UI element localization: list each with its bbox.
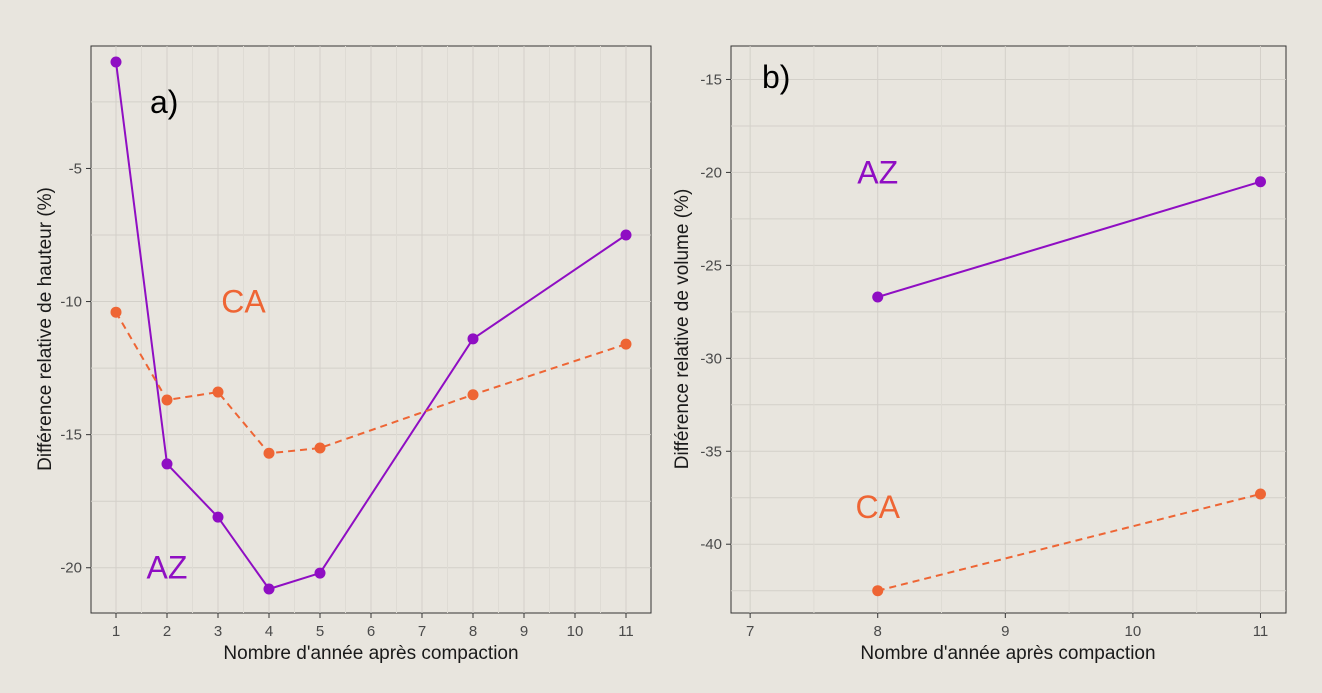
data-point-ca: [212, 386, 224, 398]
data-point-ca: [1254, 488, 1266, 500]
panel-a-x-axis-title: Nombre d'année après compaction: [223, 643, 518, 664]
data-point-ca: [872, 585, 884, 597]
data-point-az: [212, 511, 224, 523]
y-tick-label: -15: [700, 71, 722, 88]
panel-a-y-axis-title: Différence relative de hauteur (%): [35, 187, 56, 471]
x-tick-label: 1: [112, 623, 120, 640]
panel-b-volume: 7 8 9 10 11 -15 -20 -25 -30 -35 -40 AZ CA b) Nombr…: [672, 45, 1287, 664]
y-tick-label: -15: [60, 427, 82, 444]
x-tick-label: 9: [520, 623, 528, 640]
panel-a-height: 1 2 3 4 5 6 7 8 9 10 11 -5 -10 -15 -20 CA AZ a) Nombre…: [35, 45, 652, 664]
panel-a-points: [110, 56, 632, 595]
x-tick-label: 10: [1125, 623, 1142, 640]
series-line-az: [877, 180, 1261, 298]
y-tick-label: -35: [700, 443, 722, 460]
panel-a-x-ticks: 1 2 3 4 5 6 7 8 9 10 11: [112, 613, 634, 640]
annotation-ca: CA: [221, 284, 266, 320]
x-tick-label: 7: [746, 623, 754, 640]
data-point-az: [314, 567, 326, 579]
data-point-az: [263, 583, 275, 595]
series-line-ca: [877, 493, 1261, 592]
x-tick-label: 7: [418, 623, 426, 640]
x-tick-label: 6: [367, 623, 375, 640]
y-tick-label: -40: [700, 536, 722, 553]
x-tick-label: 11: [618, 623, 634, 640]
x-tick-label: 11: [1253, 623, 1269, 640]
x-tick-label: 9: [1001, 623, 1009, 640]
panel-a-label: a): [150, 84, 178, 120]
y-tick-label: -20: [700, 164, 722, 181]
panel-b-series: [877, 180, 1261, 592]
data-point-ca: [467, 389, 479, 401]
panel-a-annotations: CA AZ: [147, 284, 267, 586]
y-tick-label: -10: [60, 294, 82, 311]
x-tick-label: 3: [214, 623, 222, 640]
panel-b-y-ticks: -15 -20 -25 -30 -35 -40: [700, 71, 731, 553]
panel-a-grid: [91, 46, 651, 613]
x-tick-label: 10: [567, 623, 584, 640]
panel-b-annotations: AZ CA: [855, 154, 900, 525]
data-point-ca: [314, 442, 326, 454]
data-point-az: [1254, 176, 1266, 188]
y-tick-label: -20: [60, 560, 82, 577]
y-tick-label: -25: [700, 257, 722, 274]
panel-b-frame: [730, 45, 1287, 614]
data-point-az: [872, 291, 884, 303]
annotation-az: AZ: [857, 154, 898, 190]
x-tick-label: 8: [469, 623, 477, 640]
annotation-az: AZ: [147, 550, 188, 586]
x-tick-label: 5: [316, 623, 324, 640]
x-tick-label: 2: [163, 623, 171, 640]
panel-b-x-axis-title: Nombre d'année après compaction: [860, 643, 1155, 664]
y-tick-label: -30: [700, 350, 722, 367]
panel-a-y-ticks: -5 -10 -15 -20: [60, 160, 91, 577]
data-point-az: [161, 458, 173, 470]
data-point-az: [467, 333, 479, 345]
panel-b-label: b): [762, 59, 790, 95]
panel-b-points: [872, 176, 1266, 597]
data-point-ca: [110, 306, 122, 318]
data-point-az: [110, 56, 122, 68]
y-tick-label: -5: [69, 160, 82, 177]
x-tick-label: 8: [874, 623, 882, 640]
panel-b-x-ticks: 7 8 9 10 11: [746, 613, 1268, 640]
data-point-ca: [161, 394, 173, 406]
data-point-ca: [620, 338, 632, 350]
x-tick-label: 4: [265, 623, 273, 640]
data-point-az: [620, 229, 632, 241]
panel-b-grid: [731, 46, 1286, 613]
data-point-ca: [263, 447, 275, 459]
annotation-ca: CA: [855, 489, 900, 525]
panel-b-y-axis-title: Différence relative de volume (%): [672, 189, 693, 470]
